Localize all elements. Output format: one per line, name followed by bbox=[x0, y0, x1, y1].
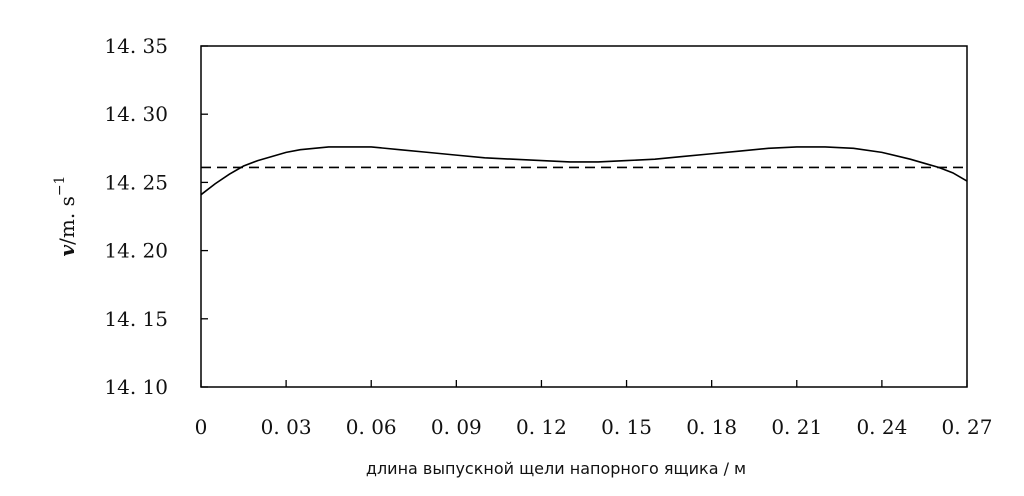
y-axis-unit: /m. s bbox=[55, 196, 79, 245]
velocity-profile-line bbox=[200, 146, 968, 196]
y-tick-label: 14. 20 bbox=[104, 239, 168, 263]
y-axis-exponent: −1 bbox=[52, 176, 68, 197]
x-tick-label: 0. 06 bbox=[346, 415, 397, 439]
x-tick-label: 0. 12 bbox=[516, 415, 567, 439]
y-tick-label: 14. 35 bbox=[104, 34, 168, 58]
y-tick-label: 14. 25 bbox=[104, 170, 168, 194]
plot-frame bbox=[200, 45, 968, 388]
x-tick-label: 0. 21 bbox=[771, 415, 822, 439]
y-tick-label: 14. 30 bbox=[104, 102, 168, 126]
x-tick-label: 0. 09 bbox=[431, 415, 482, 439]
x-axis-title: длина выпускной щели напорного ящика / м bbox=[366, 459, 746, 478]
x-tick-label: 0. 15 bbox=[601, 415, 652, 439]
y-axis-symbol: v bbox=[55, 244, 79, 256]
x-tick-label: 0. 03 bbox=[261, 415, 312, 439]
x-tick-label: 0. 18 bbox=[686, 415, 737, 439]
x-tick-label: 0. 24 bbox=[856, 415, 907, 439]
y-axis-ticks: 14. 10 14. 15 14. 20 14. 25 14. 30 14. 35 bbox=[104, 34, 208, 399]
y-tick-label: 14. 15 bbox=[104, 307, 168, 331]
series-layer bbox=[200, 146, 968, 196]
x-tick-label: 0. 27 bbox=[942, 415, 993, 439]
x-tick-label: 0 bbox=[195, 415, 208, 439]
y-tick-label: 14. 10 bbox=[104, 375, 168, 399]
y-axis-title: v/m. s−1 bbox=[52, 176, 79, 257]
x-axis-ticks: 0 0. 03 0. 06 0. 09 0. 12 0. 15 0. 18 0. 21 0. 2… bbox=[195, 380, 993, 439]
